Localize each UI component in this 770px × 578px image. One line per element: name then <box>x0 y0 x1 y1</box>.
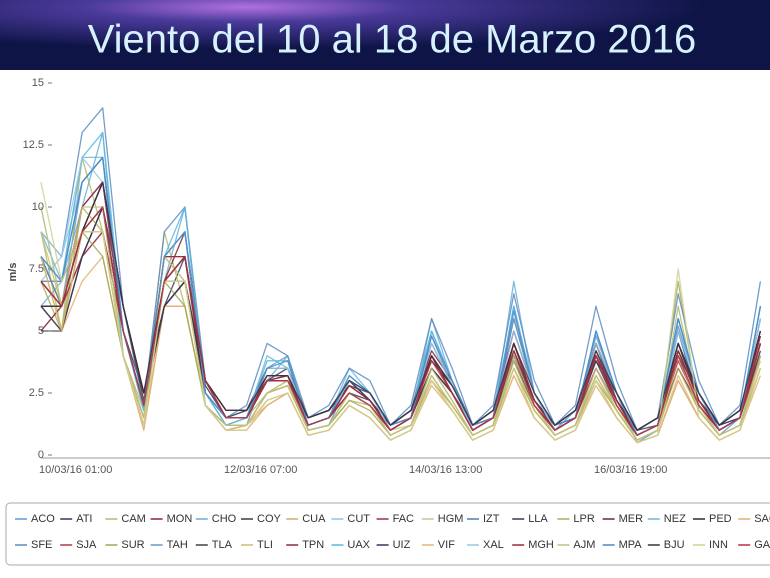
legend-item[interactable]: GAM <box>738 539 770 551</box>
legend-item[interactable]: SJA <box>60 539 97 551</box>
legend-item[interactable]: COY <box>241 513 282 525</box>
legend-label: MER <box>619 513 644 525</box>
y-tick-label: 10 <box>32 201 44 213</box>
legend-item[interactable]: NEZ <box>647 513 686 525</box>
legend-label: CHO <box>212 513 237 525</box>
legend-label: LPR <box>573 513 594 525</box>
legend-item[interactable]: XAL <box>467 539 504 551</box>
legend-item[interactable]: MON <box>150 513 193 525</box>
plot <box>40 107 762 444</box>
legend-item[interactable]: MER <box>602 513 644 525</box>
legend-label: LLA <box>528 513 548 525</box>
legend-label: UIZ <box>393 539 411 551</box>
legend-label: NEZ <box>664 513 686 525</box>
legend-label: SAC <box>754 513 770 525</box>
legend-item[interactable]: MGH <box>512 539 554 551</box>
y-tick-label: 15 <box>32 77 44 89</box>
legend-item[interactable]: AJM <box>557 539 595 551</box>
legend-label: CUT <box>347 513 370 525</box>
legend-item[interactable]: INN <box>693 539 728 551</box>
legend-label: CUA <box>302 513 326 525</box>
legend-item[interactable]: CHO <box>195 513 237 525</box>
legend-label: TLA <box>212 539 233 551</box>
legend-label: MGH <box>528 539 554 551</box>
slide-title: Viento del 10 al 18 de Marzo 2016 <box>88 18 697 62</box>
legend-label: SFE <box>31 539 52 551</box>
legend: ACO ATI CAM MON CHO COY CUA CUT FAC HGM IZT LLA LPR M… <box>15 513 770 551</box>
legend-item[interactable]: SUR <box>105 539 145 551</box>
legend-item[interactable]: HGM <box>421 513 464 525</box>
legend-item[interactable]: ATI <box>60 513 92 525</box>
legend-item[interactable]: LPR <box>557 513 595 525</box>
legend-item[interactable]: LLA <box>512 513 548 525</box>
legend-label: MON <box>167 513 193 525</box>
legend-label: SUR <box>121 539 144 551</box>
legend-item[interactable]: TPN <box>286 539 324 551</box>
x-tick-label: 10/03/16 01:00 <box>39 464 112 476</box>
legend-label: TLI <box>257 539 273 551</box>
legend-item[interactable]: FAC <box>376 513 414 525</box>
legend-item[interactable]: SAC <box>738 513 770 525</box>
legend-item[interactable]: CAM <box>105 513 146 525</box>
legend-item[interactable]: CUA <box>286 513 326 525</box>
legend-label: CAM <box>121 513 145 525</box>
series-line <box>40 206 762 436</box>
legend-label: UAX <box>347 539 370 551</box>
y-axis-title: m/s <box>7 263 19 282</box>
legend-label: ATI <box>76 513 92 525</box>
legend-label: INN <box>709 539 728 551</box>
legend-label: IZT <box>483 513 500 525</box>
legend-item[interactable]: UIZ <box>376 539 411 551</box>
y-tick-label: 7.5 <box>29 263 44 275</box>
legend-item[interactable]: CUT <box>331 513 370 525</box>
legend-label: AJM <box>573 539 595 551</box>
legend-item[interactable]: ACO <box>15 513 55 525</box>
legend-label: HGM <box>438 513 464 525</box>
y-tick-label: 0 <box>38 449 44 461</box>
legend-item[interactable]: IZT <box>467 513 500 525</box>
legend-label: BJU <box>664 539 685 551</box>
legend-label: TPN <box>302 539 324 551</box>
legend-label: VIF <box>438 539 455 551</box>
legend-item[interactable]: VIF <box>421 539 455 551</box>
x-tick-label: 12/03/16 07:00 <box>224 464 297 476</box>
legend-item[interactable]: PED <box>693 513 732 525</box>
legend-label: XAL <box>483 539 504 551</box>
legend-label: FAC <box>393 513 414 525</box>
x-tick-label: 14/03/16 13:00 <box>409 464 482 476</box>
legend-item[interactable]: TLA <box>195 539 233 551</box>
legend-label: ACO <box>31 513 55 525</box>
legend-label: TAH <box>167 539 188 551</box>
legend-label: COY <box>257 513 282 525</box>
legend-label: GAM <box>754 539 770 551</box>
legend-item[interactable]: UAX <box>331 539 371 551</box>
y-tick-label: 2.5 <box>29 387 44 399</box>
y-tick-label: 5 <box>38 325 44 337</box>
legend-label: PED <box>709 513 732 525</box>
title-banner <box>0 0 770 70</box>
legend-item[interactable]: TAH <box>150 539 188 551</box>
legend-item[interactable]: TLI <box>241 539 273 551</box>
x-tick-label: 16/03/16 19:00 <box>594 464 667 476</box>
legend-item[interactable]: MPA <box>602 539 643 551</box>
legend-label: MPA <box>619 539 643 551</box>
y-tick-label: 12.5 <box>23 139 44 151</box>
legend-label: SJA <box>76 539 97 551</box>
legend-item[interactable]: SFE <box>15 539 52 551</box>
legend-item[interactable]: BJU <box>647 539 685 551</box>
